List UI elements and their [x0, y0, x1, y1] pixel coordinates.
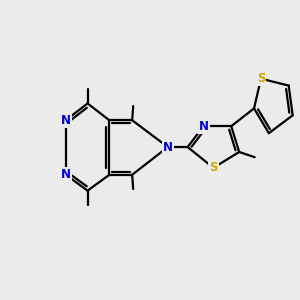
- Text: N: N: [61, 168, 71, 181]
- Text: N: N: [61, 114, 71, 127]
- Text: N: N: [199, 120, 208, 133]
- Text: S: S: [257, 72, 265, 85]
- Text: S: S: [209, 161, 218, 174]
- Text: N: N: [163, 140, 173, 154]
